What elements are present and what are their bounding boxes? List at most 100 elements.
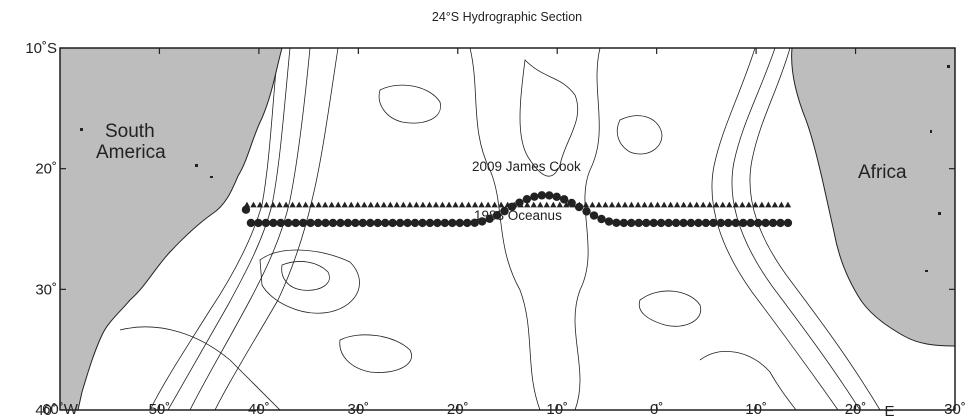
james-cook-station-marker: [724, 218, 733, 228]
contour-line: [339, 334, 412, 373]
oceanus-station-marker: [295, 201, 303, 208]
james-cook-station-marker: [515, 198, 524, 207]
oceanus-station-marker: [458, 201, 466, 208]
james-cook-station-marker: [313, 218, 323, 228]
island-dot: [210, 176, 213, 178]
oceanus-station-marker: [745, 201, 753, 208]
island-dot: [195, 164, 198, 167]
james-cook-station-marker: [254, 218, 263, 228]
contour-line: [616, 115, 663, 155]
oceanus-station-marker: [250, 201, 257, 208]
james-cook-station-marker: [477, 217, 487, 226]
contour-line: [749, 48, 881, 410]
map-area: [60, 48, 955, 410]
james-cook-station-marker: [261, 218, 271, 228]
james-cook-station-marker: [522, 194, 532, 204]
oceanus-station-marker: [315, 201, 322, 208]
james-cook-station-marker: [321, 218, 330, 228]
james-cook-station-marker: [567, 198, 576, 208]
contour-line: [638, 290, 702, 327]
oceanus-station-marker: [582, 201, 590, 208]
bathymetry-contours: [119, 48, 881, 410]
james-cook-station-marker: [410, 218, 420, 228]
africa-landmass: [791, 48, 955, 347]
james-cook-station-marker: [619, 218, 629, 228]
oceanus-station-marker: [634, 201, 642, 208]
james-cook-station-marker: [351, 218, 360, 228]
james-cook-station-marker: [642, 218, 651, 228]
oceanus-station-marker: [537, 201, 544, 208]
oceanus-station-marker: [628, 201, 635, 208]
james-cook-station-marker: [731, 218, 740, 228]
contour-line: [149, 48, 279, 410]
james-cook-station-marker: [455, 218, 464, 228]
lon-tick-label: 30˚: [944, 401, 965, 416]
oceanus-station-marker: [282, 201, 290, 208]
james-cook-station-marker: [373, 218, 382, 228]
james-cook-station-marker: [507, 202, 517, 211]
james-cook-station-marker: [306, 218, 315, 228]
james-cook-station-marker: [470, 218, 479, 227]
lon-tick-label: 10˚: [745, 401, 767, 416]
oceanus-station-marker: [667, 201, 674, 208]
contour-line: [189, 48, 311, 410]
oceanus-station-marker: [771, 201, 779, 208]
contour-line: [519, 59, 579, 177]
james-cook-station-marker: [612, 218, 621, 228]
james-cook-station-marker: [276, 218, 285, 228]
james-cook-station-marker: [358, 218, 368, 228]
oceanus-station-marker: [719, 201, 726, 208]
oceanus-station-marker: [321, 201, 329, 208]
oceanus-station-marker: [706, 201, 713, 208]
oceanus-station-marker: [595, 201, 603, 208]
oceanus-station-marker: [341, 201, 348, 208]
james-cook-station-marker: [589, 211, 599, 220]
oceanus-station-marker: [445, 201, 453, 208]
south-america-landmass: [60, 48, 283, 410]
james-cook-station-marker: [463, 218, 472, 228]
james-cook-station-marker: [545, 191, 554, 200]
oceanus-station-marker: [380, 201, 388, 208]
james-cook-station-marker: [753, 218, 763, 228]
james-cook-station-marker: [492, 211, 502, 220]
oceanus-station-marker: [647, 201, 655, 208]
oceanus-station-marker: [354, 201, 361, 208]
oceanus-station-marker: [400, 201, 407, 208]
south-america-label-line2: America: [96, 142, 166, 163]
contour-line: [214, 48, 339, 410]
oceanus-station-marker: [608, 201, 616, 208]
oceanus-station-marker: [471, 201, 479, 208]
james-cook-station-marker: [403, 218, 412, 228]
james-cook-station-marker: [552, 192, 561, 201]
islands: [80, 65, 950, 272]
lat-tick-label: 10˚S: [25, 40, 57, 57]
james-cook-station-marker: [241, 205, 251, 214]
oceanus-station-marker: [263, 201, 270, 208]
contour-line: [119, 326, 281, 410]
oceanus-station-marker: [302, 201, 309, 208]
james-cook-station-marker: [768, 218, 778, 228]
james-cook-station-marker: [746, 218, 755, 228]
oceanus-station-marker: [680, 201, 687, 208]
cruise-1983-label: 1983 Oceanus: [474, 208, 562, 223]
oceanus-station-marker: [765, 201, 772, 208]
oceanus-station-marker: [524, 201, 531, 208]
oceanus-station-marker: [673, 201, 681, 208]
james-cook-station-marker: [671, 218, 681, 228]
oceanus-station-marker: [726, 201, 733, 208]
south-america-label-line1: South: [105, 121, 155, 142]
oceanus-station-marker: [530, 201, 537, 208]
island-dot: [938, 212, 941, 215]
lon-tick-label: 60˚W: [42, 401, 79, 416]
james-cook-station-marker: [694, 218, 703, 228]
lat-tick-label: 20˚: [35, 161, 57, 178]
lat-tick-label: 30˚: [35, 281, 57, 298]
oceanus-1983-stations: [243, 201, 792, 208]
james-cook-station-marker: [418, 218, 427, 228]
james-cook-station-marker: [701, 218, 711, 228]
oceanus-station-marker: [778, 201, 785, 208]
contour-line: [259, 249, 360, 314]
james-cook-station-marker: [395, 218, 405, 228]
james-cook-station-marker: [761, 218, 770, 228]
